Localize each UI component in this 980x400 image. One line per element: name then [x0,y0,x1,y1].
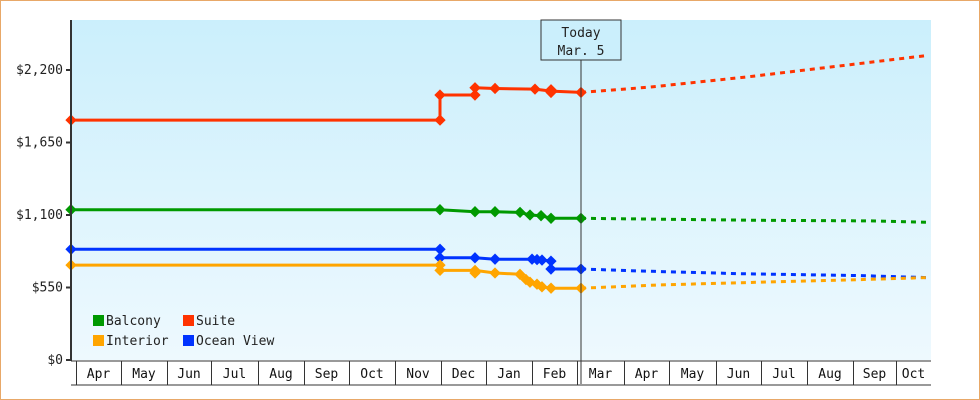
today-marker: Today Mar. 5 [540,19,622,384]
month-label: Jul [772,367,795,382]
y-tick-label: $0 [47,353,63,368]
legend-item-ocean-view[interactable]: Ocean View [183,334,274,349]
month-label: May [132,367,156,382]
data-point-marker[interactable] [434,252,446,264]
month-label: Jul [223,367,246,382]
month-label: Mar [589,367,613,382]
legend-label: Ocean View [196,334,274,349]
data-point-marker[interactable] [536,254,548,266]
today-date: Mar. 5 [558,44,605,59]
month-label: Sep [863,367,887,382]
data-point-marker[interactable] [545,255,557,267]
legend-swatch [183,315,194,326]
data-point-marker[interactable] [489,267,501,279]
month-label: Dec [452,367,475,382]
month-label: Oct [360,367,383,382]
data-point-marker[interactable] [434,264,446,277]
legend-swatch [93,335,104,346]
data-point-marker[interactable] [536,281,548,293]
legend-label: Interior [106,334,169,349]
series-layer [65,54,928,294]
y-tick-label: $2,200 [16,63,63,78]
forecast-line [580,276,928,290]
month-label: Jun [727,367,750,382]
forecast-line [580,267,928,280]
y-tick-label: $1,650 [16,136,63,151]
data-point-marker[interactable] [545,282,557,294]
legend-swatch [183,335,194,346]
data-point-marker[interactable] [529,83,541,95]
month-label: Sep [315,367,339,382]
month-label: Apr [635,367,659,382]
legend-item-suite[interactable]: Suite [183,314,235,329]
data-point-marker[interactable] [524,209,536,221]
y-tick-label: $1,100 [16,208,63,223]
data-point-marker[interactable] [434,204,446,216]
legend-item-interior[interactable]: Interior [93,334,169,349]
month-label: Oct [902,367,925,382]
y-axis: $0 $550 $1,100 $1,650 $2,200 [16,20,72,368]
x-axis: Apr May Jun Jul Aug Sep Oct Nov Dec Jan Feb Mar Apr M… [71,360,931,386]
legend-swatch [93,315,104,326]
forecast-line [580,216,928,224]
y-tick-label: $550 [32,281,63,296]
month-label: Jun [177,367,200,382]
series-balcony [65,204,928,224]
month-label: Nov [406,367,430,382]
month-label: Feb [543,367,567,382]
today-label: Today [561,26,600,41]
month-label: Apr [87,367,111,382]
legend-item-balcony[interactable]: Balcony [93,314,161,329]
today-box [540,19,622,61]
data-point-marker[interactable] [469,252,481,264]
legend: Balcony Suite Interior Ocean View [93,314,274,349]
month-label: May [681,367,705,382]
data-point-marker[interactable] [489,253,501,265]
data-point-marker[interactable] [434,114,446,126]
month-label: Aug [818,367,841,382]
plot-area [71,20,931,360]
month-label: Jan [497,367,520,382]
data-point-marker[interactable] [469,267,481,279]
legend-label: Balcony [106,314,161,329]
data-point-marker[interactable] [434,243,446,255]
legend-label: Suite [196,314,235,329]
month-label: Aug [269,367,292,382]
series-ocean-view [65,243,928,280]
